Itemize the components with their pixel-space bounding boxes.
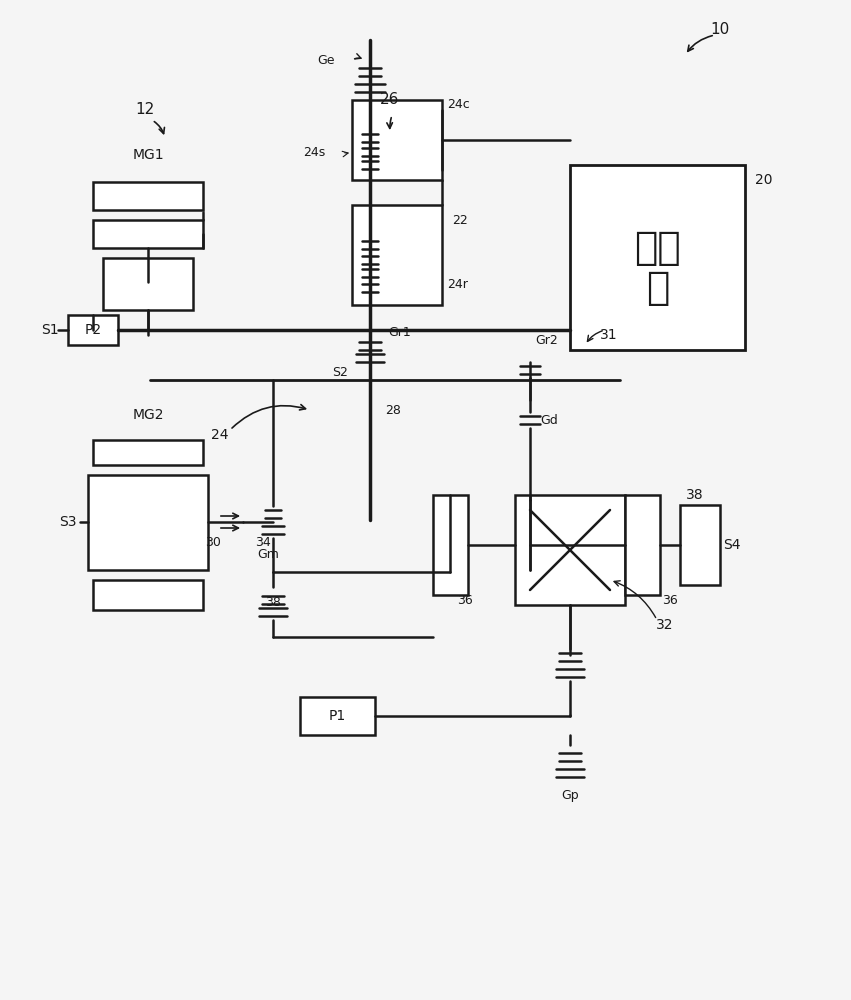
FancyBboxPatch shape <box>432 495 467 595</box>
FancyBboxPatch shape <box>93 220 203 248</box>
FancyBboxPatch shape <box>68 315 118 345</box>
Text: Ge: Ge <box>317 53 335 66</box>
Text: Gr1: Gr1 <box>388 326 411 338</box>
Text: S3: S3 <box>60 515 77 529</box>
Text: MG2: MG2 <box>132 408 163 422</box>
FancyBboxPatch shape <box>625 495 660 595</box>
Text: 22: 22 <box>452 214 468 227</box>
Text: 28: 28 <box>385 403 401 416</box>
Text: 36: 36 <box>457 593 473 606</box>
FancyBboxPatch shape <box>570 165 745 350</box>
FancyBboxPatch shape <box>93 182 203 210</box>
Text: 24r: 24r <box>447 278 468 292</box>
Text: 31: 31 <box>600 328 618 342</box>
Text: 10: 10 <box>711 22 729 37</box>
Text: 24s: 24s <box>303 145 325 158</box>
FancyBboxPatch shape <box>300 697 375 735</box>
Text: Gr2: Gr2 <box>535 334 557 347</box>
FancyBboxPatch shape <box>103 258 193 310</box>
Text: 34: 34 <box>255 536 271 548</box>
FancyBboxPatch shape <box>93 440 203 465</box>
Text: 24: 24 <box>211 428 229 442</box>
FancyBboxPatch shape <box>93 580 203 610</box>
Text: Gm: Gm <box>257 548 279 560</box>
Text: P1: P1 <box>328 709 346 723</box>
Text: Gd: Gd <box>540 414 557 426</box>
Text: P2: P2 <box>84 323 101 337</box>
Text: 32: 32 <box>656 618 674 632</box>
Text: 30: 30 <box>205 536 221 548</box>
Text: MG1: MG1 <box>132 148 163 162</box>
Text: 12: 12 <box>135 103 155 117</box>
Text: S4: S4 <box>723 538 740 552</box>
Text: Gp: Gp <box>561 788 579 802</box>
Text: 发动: 发动 <box>634 229 681 266</box>
FancyBboxPatch shape <box>88 475 208 570</box>
Text: 24c: 24c <box>447 99 470 111</box>
Text: 38: 38 <box>686 488 704 502</box>
FancyBboxPatch shape <box>352 100 442 180</box>
FancyBboxPatch shape <box>352 205 442 305</box>
Text: 38: 38 <box>265 595 281 608</box>
Text: 20: 20 <box>755 173 773 187</box>
Text: 36: 36 <box>662 593 678 606</box>
FancyBboxPatch shape <box>680 505 720 585</box>
Text: 26: 26 <box>380 93 400 107</box>
Text: S2: S2 <box>332 365 348 378</box>
FancyBboxPatch shape <box>515 495 625 605</box>
Text: 机: 机 <box>646 268 669 306</box>
Text: S1: S1 <box>41 323 59 337</box>
